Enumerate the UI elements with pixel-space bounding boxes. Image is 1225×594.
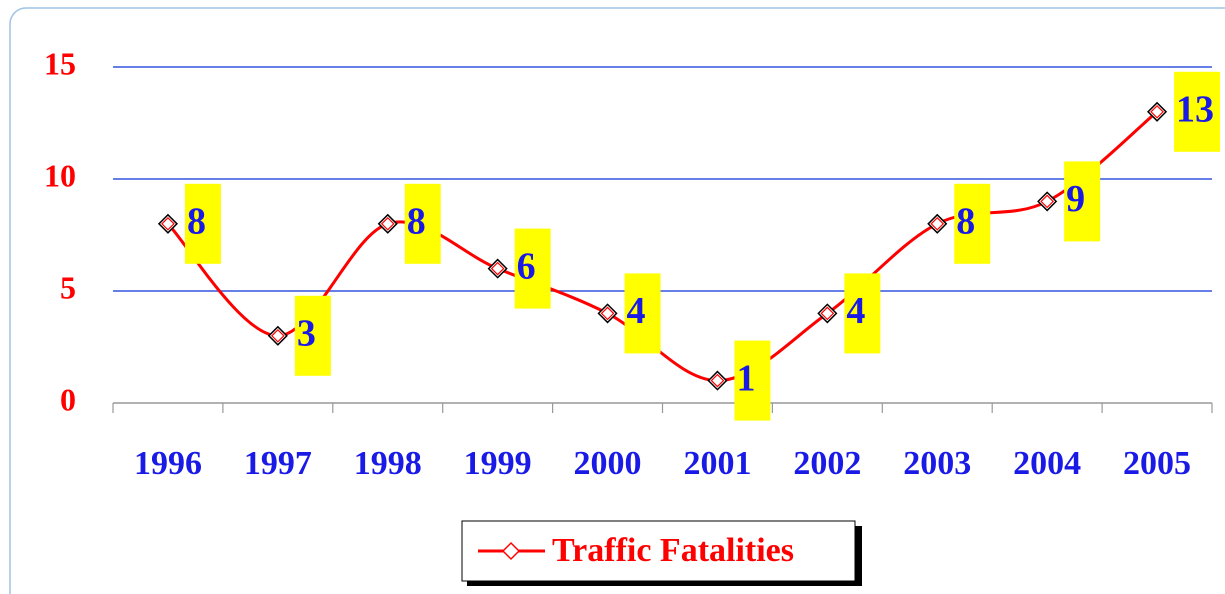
x-tick-label: 2000	[574, 445, 642, 482]
data-label: 1	[736, 357, 755, 399]
point-marker	[817, 303, 838, 324]
point-marker	[597, 303, 618, 324]
point-marker-inner	[600, 306, 615, 321]
point-marker	[927, 213, 948, 234]
data-label-box	[734, 340, 771, 421]
x-tick-label: 1998	[354, 445, 422, 482]
data-label-box	[294, 295, 331, 376]
legend: Traffic Fatalities	[461, 520, 862, 586]
legend-label: Traffic Fatalities	[552, 532, 794, 569]
data-label-box	[624, 273, 661, 354]
point-marker	[377, 213, 398, 234]
data-label: 3	[297, 313, 316, 355]
point-marker-inner	[1040, 194, 1054, 209]
point-marker-inner	[930, 216, 945, 231]
y-tick-label: 15	[44, 45, 76, 81]
point-marker	[1037, 191, 1058, 212]
data-label: 6	[517, 245, 536, 287]
chart-frame	[9, 7, 1225, 594]
data-label: 4	[627, 290, 646, 332]
y-tick-label: 0	[60, 381, 76, 417]
point-marker	[707, 370, 728, 391]
data-label-box	[404, 183, 441, 264]
x-tick-label: 1999	[464, 445, 532, 482]
x-tick-label: 2001	[683, 445, 751, 482]
data-label-box	[514, 228, 551, 309]
point-marker-inner	[380, 216, 395, 231]
point-marker	[267, 325, 288, 346]
point-marker-inner	[1150, 104, 1164, 119]
x-tick-label: 2002	[793, 445, 861, 482]
data-label-box	[954, 183, 991, 264]
data-label: 8	[187, 201, 206, 243]
point-marker-inner	[490, 261, 505, 276]
x-tick-label: 1996	[134, 445, 202, 482]
y-tick-label: 5	[60, 269, 76, 305]
point-marker	[157, 213, 179, 234]
legend-marker	[501, 541, 521, 561]
point-marker-inner	[820, 306, 835, 321]
data-label: 8	[407, 201, 426, 243]
data-label: 8	[956, 201, 975, 243]
point-marker	[1146, 101, 1168, 122]
point-marker-inner	[161, 216, 175, 231]
data-label: 4	[846, 290, 865, 332]
y-tick-label: 10	[44, 157, 76, 193]
x-tick-label: 2005	[1123, 445, 1191, 482]
data-label-box	[1064, 161, 1101, 242]
x-tick-label: 2003	[903, 445, 971, 482]
x-tick-label: 2004	[1013, 445, 1081, 482]
x-tick-label: 1997	[244, 445, 312, 482]
data-label: 13	[1176, 89, 1214, 131]
data-label-box	[184, 183, 221, 264]
point-marker	[487, 258, 508, 279]
data-label-box	[1174, 71, 1221, 152]
point-marker-inner	[271, 328, 285, 343]
data-label: 9	[1066, 178, 1085, 220]
point-marker-inner	[710, 373, 725, 388]
data-label-box	[844, 273, 881, 354]
